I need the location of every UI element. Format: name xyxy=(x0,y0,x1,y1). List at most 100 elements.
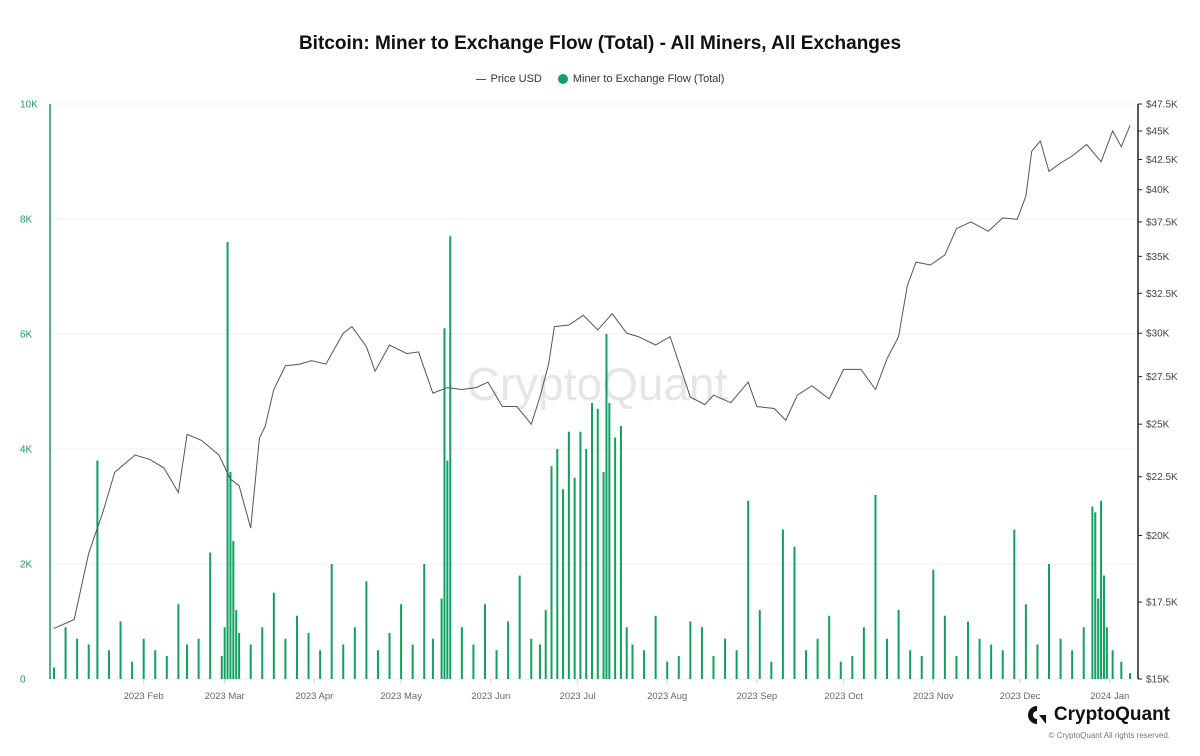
flow-bar xyxy=(1129,673,1131,679)
flow-bar xyxy=(579,431,582,679)
flow-bar xyxy=(897,610,900,679)
y-tick-right-label: $32.5K xyxy=(1146,289,1178,300)
flow-bar xyxy=(530,638,533,679)
y-tick-left-label: 10K xyxy=(20,100,38,111)
y-tick-right-label: $20K xyxy=(1146,531,1170,542)
flow-bar xyxy=(449,236,452,679)
flow-bar xyxy=(1120,661,1123,679)
flow-bar xyxy=(562,489,565,679)
flow-bar xyxy=(96,460,99,679)
x-tick-label: 2023 Oct xyxy=(824,691,863,702)
brand-name: CryptoQuant xyxy=(1053,704,1170,725)
flow-bar xyxy=(1024,604,1027,679)
legend-item-price[interactable]: Price USD xyxy=(475,73,542,85)
y-tick-right-label: $45K xyxy=(1146,126,1170,137)
flow-bar xyxy=(249,644,252,679)
flow-bar xyxy=(1048,564,1051,679)
flow-bar xyxy=(602,472,605,679)
flow-bar xyxy=(920,656,923,679)
flow-bar xyxy=(816,638,819,679)
y-tick-right-label: $35K xyxy=(1146,252,1170,263)
flow-bars xyxy=(53,236,1131,679)
chart-title: Bitcoin: Miner to Exchange Flow (Total) … xyxy=(298,33,902,54)
flow-bar xyxy=(1013,529,1016,679)
flow-bar xyxy=(220,656,223,679)
flow-bar xyxy=(550,466,553,679)
brand-logo-group[interactable]: CryptoQuant xyxy=(1026,704,1170,726)
y-tick-left-label: 4K xyxy=(20,445,33,456)
x-tick-label: 2023 Jul xyxy=(560,691,596,702)
flow-bar xyxy=(978,638,981,679)
flow-bar xyxy=(666,661,669,679)
flow-bar xyxy=(353,627,356,679)
x-tick-label: 2023 Sep xyxy=(737,691,778,702)
flow-bar xyxy=(177,604,180,679)
flow-bar xyxy=(330,564,333,679)
flow-bar xyxy=(614,437,617,679)
flow-bar xyxy=(1111,650,1114,679)
flow-bar xyxy=(735,650,738,679)
dot-legend-marker xyxy=(557,74,568,84)
x-axis-ticks: 2023 Feb 2023 Mar 2023 Apr 2023 May 2023 Jun… xyxy=(124,679,1129,702)
flow-bar xyxy=(1059,638,1062,679)
flow-bar xyxy=(654,615,657,679)
y-tick-left-label: 6K xyxy=(20,330,33,341)
copyright-text: © CryptoQuant All rights reserved. xyxy=(1048,731,1171,740)
flow-bar xyxy=(483,604,486,679)
y-axis-right-ticks: $15K $17.5K $20K $22.5K $25K $27.5K $30K $32.5K… xyxy=(1138,100,1178,686)
y-tick-right-label: $22.5K xyxy=(1146,472,1178,483)
flow-bar xyxy=(400,604,403,679)
flow-bar xyxy=(154,650,157,679)
y-tick-left-label: 8K xyxy=(20,215,33,226)
flow-bar xyxy=(643,650,646,679)
flow-bar xyxy=(689,621,692,679)
flow-bar xyxy=(747,500,750,679)
flow-bar xyxy=(631,644,634,679)
flow-bar xyxy=(805,650,808,679)
flow-bar xyxy=(64,627,67,679)
axes xyxy=(49,104,1139,679)
legend-item-flow[interactable]: Miner to Exchange Flow (Total) xyxy=(557,73,724,85)
flow-bar xyxy=(585,449,588,679)
flow-bar xyxy=(53,667,55,679)
y-tick-right-label: $37.5K xyxy=(1146,217,1178,228)
flow-bar xyxy=(1071,650,1074,679)
flow-bar xyxy=(107,650,110,679)
flow-bar xyxy=(1102,575,1105,679)
legend-label-price: Price USD xyxy=(490,73,542,85)
flow-bar xyxy=(307,633,310,679)
y-axis-left-ticks: 0 2K 4K 6K 8K 10K xyxy=(20,100,38,686)
y-tick-left-label: 2K xyxy=(20,560,33,571)
flow-bar xyxy=(619,426,622,679)
flow-bar xyxy=(990,644,993,679)
flow-bar xyxy=(443,328,446,679)
flow-bar xyxy=(712,656,715,679)
flow-bar xyxy=(544,610,547,679)
flow-bar xyxy=(142,638,145,679)
flow-bar xyxy=(1091,506,1094,679)
flow-bar xyxy=(758,610,761,679)
flow-bar xyxy=(411,644,414,679)
x-tick-label: 2023 Apr xyxy=(295,691,333,702)
flow-bar xyxy=(724,638,727,679)
x-tick-label: 2023 Mar xyxy=(205,691,245,702)
y-tick-right-label: $47.5K xyxy=(1146,100,1178,111)
flow-bar xyxy=(886,638,889,679)
flow-bar xyxy=(232,541,235,679)
flow-bar xyxy=(955,656,958,679)
flow-bar xyxy=(235,610,238,679)
watermark-text: CryptoQuant xyxy=(467,358,728,410)
flow-bar xyxy=(862,627,865,679)
flow-bar xyxy=(770,661,773,679)
flow-bar xyxy=(677,656,680,679)
flow-bar xyxy=(209,552,212,679)
flow-bar xyxy=(1100,500,1103,679)
x-tick-label: 2024 Jan xyxy=(1090,691,1129,702)
flow-bar xyxy=(342,644,345,679)
flow-bar xyxy=(431,638,434,679)
flow-bar xyxy=(1094,512,1097,679)
flow-bar xyxy=(573,477,576,679)
flow-bar xyxy=(460,627,463,679)
flow-bar xyxy=(608,403,611,679)
